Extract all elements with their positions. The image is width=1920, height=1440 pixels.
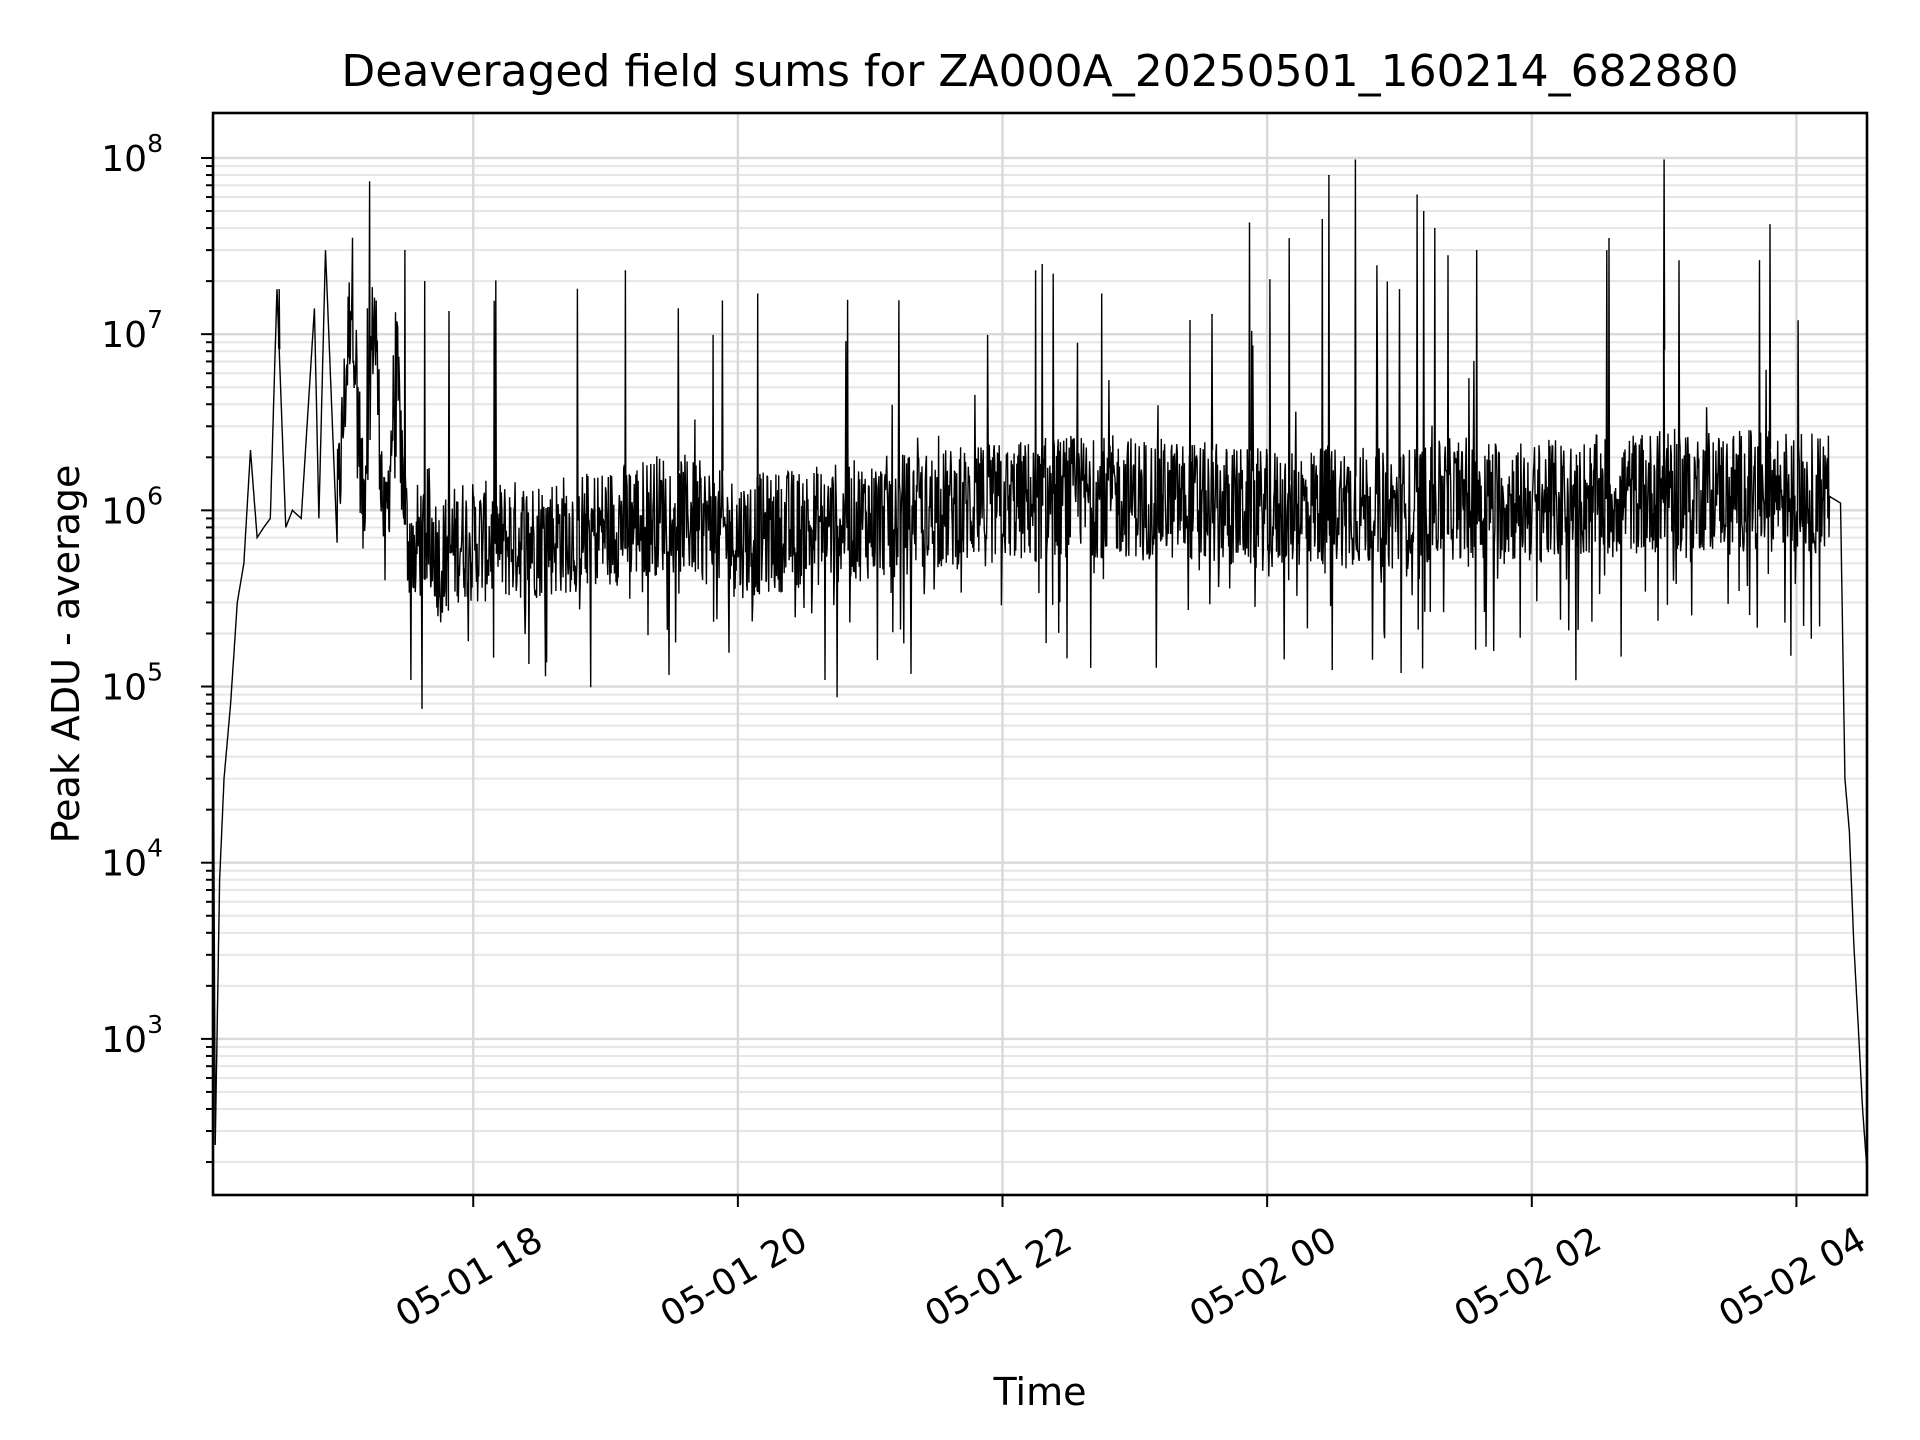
y-tick-label: 10 bbox=[101, 315, 147, 356]
grid-layer bbox=[213, 113, 1867, 1195]
y-tick-label: 10 bbox=[101, 668, 147, 709]
chart-title: Deaveraged field sums for ZA000A_2025050… bbox=[341, 46, 1738, 97]
series-layer bbox=[213, 159, 1867, 1171]
series-line bbox=[213, 159, 1867, 1171]
y-tick-label: 10 bbox=[101, 1020, 147, 1061]
y-tick-exponent: 3 bbox=[147, 1010, 163, 1039]
y-tick-exponent: 8 bbox=[147, 129, 163, 158]
y-tick-label: 10 bbox=[101, 139, 147, 180]
x-axis-label: Time bbox=[993, 1370, 1087, 1414]
y-tick-label: 10 bbox=[101, 491, 147, 532]
y-axis-label: Peak ADU - average bbox=[44, 465, 88, 844]
y-tick-exponent: 6 bbox=[147, 481, 163, 510]
y-tick-exponent: 7 bbox=[147, 305, 163, 334]
y-tick-label: 10 bbox=[101, 844, 147, 885]
y-tick-exponent: 5 bbox=[147, 658, 163, 687]
plot-frame bbox=[211, 111, 1869, 1197]
y-tick-exponent: 4 bbox=[147, 834, 163, 863]
